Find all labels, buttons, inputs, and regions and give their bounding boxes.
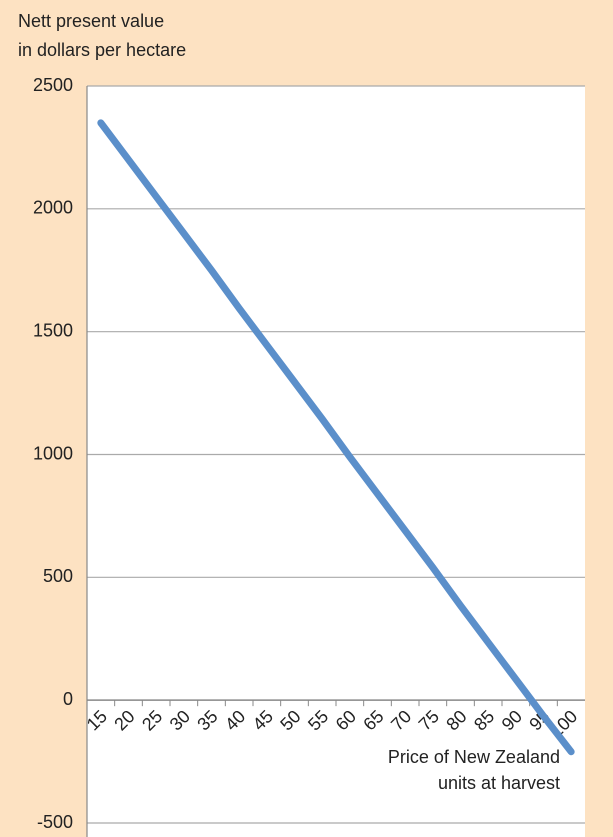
y-tick-label: 1500 xyxy=(33,320,73,340)
y-axis-title-line: in dollars per hectare xyxy=(18,40,186,60)
y-tick-label: 1000 xyxy=(33,443,73,463)
y-tick-label: 2000 xyxy=(33,198,73,218)
y-tick-label: 0 xyxy=(63,689,73,709)
y-tick-label: -500 xyxy=(37,812,73,832)
y-tick-label: 500 xyxy=(43,566,73,586)
data-line xyxy=(97,119,575,756)
x-axis-title-line: units at harvest xyxy=(438,773,560,793)
y-axis-title-line: Nett present value xyxy=(18,11,164,31)
y-tick-label: 2500 xyxy=(33,75,73,95)
x-axis-title-line: Price of New Zealand xyxy=(388,747,560,767)
